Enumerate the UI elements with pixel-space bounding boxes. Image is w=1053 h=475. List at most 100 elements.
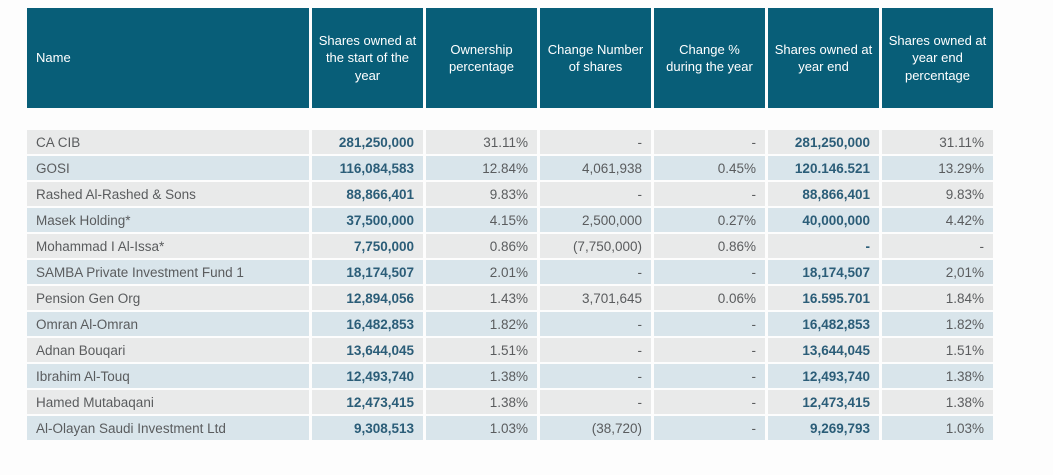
cell-end-shares: - [768, 234, 879, 258]
table-row: Rashed Al-Rashed & Sons 88,866,401 9.83%… [27, 182, 993, 206]
cell-ownership-pct: 1.38% [426, 390, 537, 414]
cell-name: Adnan Bouqari [27, 338, 309, 362]
table-body: CA CIB 281,250,000 31.11% - - 281,250,00… [27, 110, 993, 440]
shareholders-table: Name Shares owned at the start of the ye… [24, 6, 996, 442]
table-row: Ibrahim Al-Touq 12,493,740 1.38% - - 12,… [27, 364, 993, 388]
cell-start-shares: 281,250,000 [312, 130, 423, 154]
cell-ownership-pct: 4.15% [426, 208, 537, 232]
cell-end-pct: 1.03% [882, 416, 993, 440]
cell-end-pct: 13.29% [882, 156, 993, 180]
cell-change-pct: 0.86% [654, 234, 765, 258]
table-row: CA CIB 281,250,000 31.11% - - 281,250,00… [27, 130, 993, 154]
cell-end-pct: 31.11% [882, 130, 993, 154]
cell-end-shares: 9,269,793 [768, 416, 879, 440]
table-row: Adnan Bouqari 13,644,045 1.51% - - 13,64… [27, 338, 993, 362]
cell-end-pct: - [882, 234, 993, 258]
cell-name: Rashed Al-Rashed & Sons [27, 182, 309, 206]
cell-change-shares: 2,500,000 [540, 208, 651, 232]
col-header-name: Name [27, 8, 309, 108]
cell-name: Mohammad I Al-Issa* [27, 234, 309, 258]
col-header-start-shares: Shares owned at the start of the year [312, 8, 423, 108]
table-row: Hamed Mutabaqani 12,473,415 1.38% - - 12… [27, 390, 993, 414]
table-row: Mohammad I Al-Issa* 7,750,000 0.86% (7,7… [27, 234, 993, 258]
cell-name: SAMBA Private Investment Fund 1 [27, 260, 309, 284]
cell-start-shares: 13,644,045 [312, 338, 423, 362]
col-header-year-end-percentage: Shares owned at year end percentage [882, 8, 993, 108]
cell-name: Hamed Mutabaqani [27, 390, 309, 414]
cell-ownership-pct: 31.11% [426, 130, 537, 154]
cell-start-shares: 12,493,740 [312, 364, 423, 388]
cell-ownership-pct: 1.82% [426, 312, 537, 336]
col-header-shares-owned-at-year-end: Shares owned at year end [768, 8, 879, 108]
cell-start-shares: 116,084,583 [312, 156, 423, 180]
cell-start-shares: 7,750,000 [312, 234, 423, 258]
cell-end-shares: 88,866,401 [768, 182, 879, 206]
cell-end-pct: 1.38% [882, 364, 993, 388]
cell-change-shares: - [540, 130, 651, 154]
cell-change-pct: 0.27% [654, 208, 765, 232]
table-row: GOSI 116,084,583 12.84% 4,061,938 0.45% … [27, 156, 993, 180]
cell-ownership-pct: 9.83% [426, 182, 537, 206]
cell-change-shares: (7,750,000) [540, 234, 651, 258]
cell-start-shares: 88,866,401 [312, 182, 423, 206]
cell-change-shares: - [540, 338, 651, 362]
cell-ownership-pct: 1.51% [426, 338, 537, 362]
cell-change-pct: - [654, 364, 765, 388]
cell-name: CA CIB [27, 130, 309, 154]
cell-end-shares: 120.146.521 [768, 156, 879, 180]
cell-end-shares: 281,250,000 [768, 130, 879, 154]
cell-name: Pension Gen Org [27, 286, 309, 310]
cell-end-pct: 9.83% [882, 182, 993, 206]
cell-change-pct: - [654, 260, 765, 284]
cell-change-pct: - [654, 182, 765, 206]
table-row: SAMBA Private Investment Fund 1 18,174,5… [27, 260, 993, 284]
cell-start-shares: 12,473,415 [312, 390, 423, 414]
col-header-ownership-percentage: Ownership percentage [426, 8, 537, 108]
cell-change-pct: - [654, 338, 765, 362]
cell-end-shares: 12,473,415 [768, 390, 879, 414]
cell-end-shares: 18,174,507 [768, 260, 879, 284]
cell-end-pct: 1.82% [882, 312, 993, 336]
table-header-row: Name Shares owned at the start of the ye… [27, 8, 993, 108]
cell-end-pct: 1.38% [882, 390, 993, 414]
cell-ownership-pct: 1.38% [426, 364, 537, 388]
cell-end-shares: 16.595.701 [768, 286, 879, 310]
col-header-change-percent-during-year: Change % during the year [654, 8, 765, 108]
cell-end-pct: 4.42% [882, 208, 993, 232]
cell-change-pct: 0.45% [654, 156, 765, 180]
table-row: Al-Olayan Saudi Investment Ltd 9,308,513… [27, 416, 993, 440]
table-row: Masek Holding* 37,500,000 4.15% 2,500,00… [27, 208, 993, 232]
table-row: Omran Al-Omran 16,482,853 1.82% - - 16,4… [27, 312, 993, 336]
cell-change-shares: - [540, 182, 651, 206]
cell-name: GOSI [27, 156, 309, 180]
cell-ownership-pct: 1.43% [426, 286, 537, 310]
cell-ownership-pct: 12.84% [426, 156, 537, 180]
cell-start-shares: 18,174,507 [312, 260, 423, 284]
cell-end-pct: 1.84% [882, 286, 993, 310]
cell-change-shares: - [540, 312, 651, 336]
cell-end-pct: 1.51% [882, 338, 993, 362]
cell-change-pct: - [654, 312, 765, 336]
cell-end-shares: 40,000,000 [768, 208, 879, 232]
cell-change-shares: - [540, 364, 651, 388]
table-row: Pension Gen Org 12,894,056 1.43% 3,701,6… [27, 286, 993, 310]
cell-name: Ibrahim Al-Touq [27, 364, 309, 388]
cell-end-shares: 12,493,740 [768, 364, 879, 388]
cell-end-pct: 2,01% [882, 260, 993, 284]
cell-change-shares: 4,061,938 [540, 156, 651, 180]
cell-name: Al-Olayan Saudi Investment Ltd [27, 416, 309, 440]
cell-change-shares: 3,701,645 [540, 286, 651, 310]
cell-start-shares: 12,894,056 [312, 286, 423, 310]
cell-end-shares: 13,644,045 [768, 338, 879, 362]
cell-change-pct: - [654, 130, 765, 154]
cell-start-shares: 16,482,853 [312, 312, 423, 336]
cell-change-pct: - [654, 416, 765, 440]
cell-change-shares: (38,720) [540, 416, 651, 440]
cell-change-shares: - [540, 260, 651, 284]
cell-start-shares: 9,308,513 [312, 416, 423, 440]
cell-change-pct: - [654, 390, 765, 414]
cell-end-shares: 16,482,853 [768, 312, 879, 336]
cell-name: Omran Al-Omran [27, 312, 309, 336]
col-header-change-number-of-shares: Change Number of shares [540, 8, 651, 108]
